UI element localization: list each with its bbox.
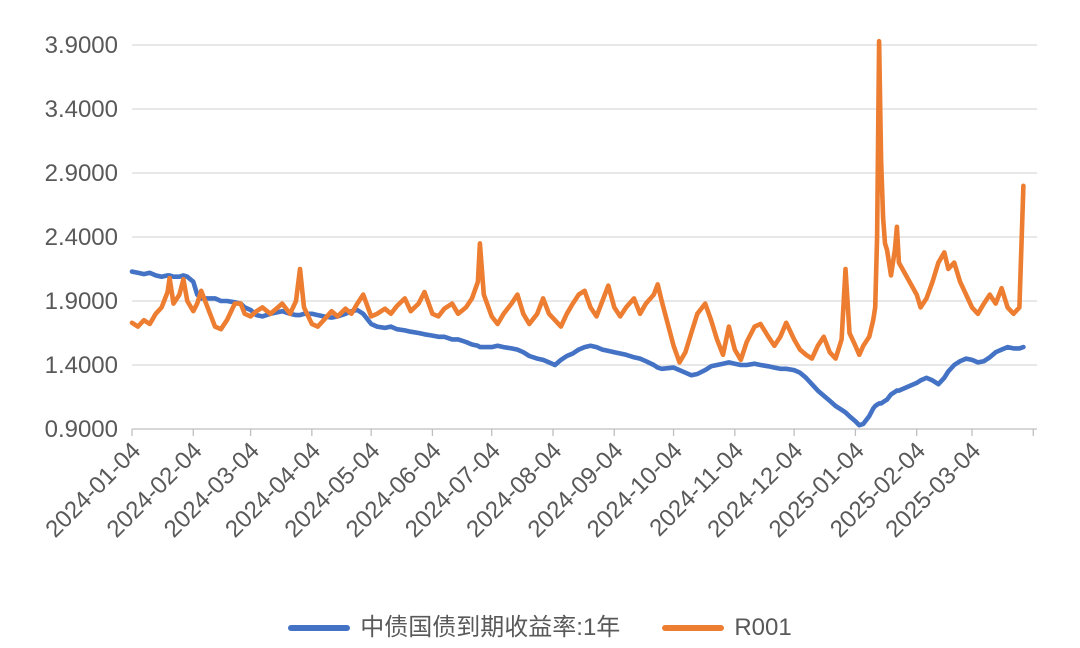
y-axis-label: 2.4000	[45, 224, 118, 251]
series-line-cgb-1y	[129, 269, 1026, 428]
y-axis-label: 3.9000	[45, 32, 118, 59]
legend-item-r001: R001	[662, 614, 792, 641]
legend-label-cgb-1y: 中债国债到期收益率:1年	[360, 614, 621, 641]
legend-swatch-cgb-1y	[288, 625, 351, 631]
legend-item-cgb-1y: 中债国债到期收益率:1年	[288, 616, 620, 640]
legend-swatch-r001	[662, 625, 725, 631]
y-axis-label: 3.4000	[45, 96, 118, 123]
chart-canvas: 0.9000 1.4000 1.9000 2.4000 2.9000 3.4000 3.90…	[40, 32, 1037, 543]
y-axis-label: 1.4000	[45, 352, 118, 379]
legend-label-r001: R001	[734, 614, 792, 641]
y-axis-label: 0.9000	[45, 416, 118, 443]
series-line-r001	[129, 38, 1026, 365]
chart-legend: 中债国债到期收益率:1年 R001	[0, 616, 1080, 640]
y-axis-label: 2.9000	[45, 160, 118, 187]
y-axis-label: 1.9000	[45, 288, 118, 315]
